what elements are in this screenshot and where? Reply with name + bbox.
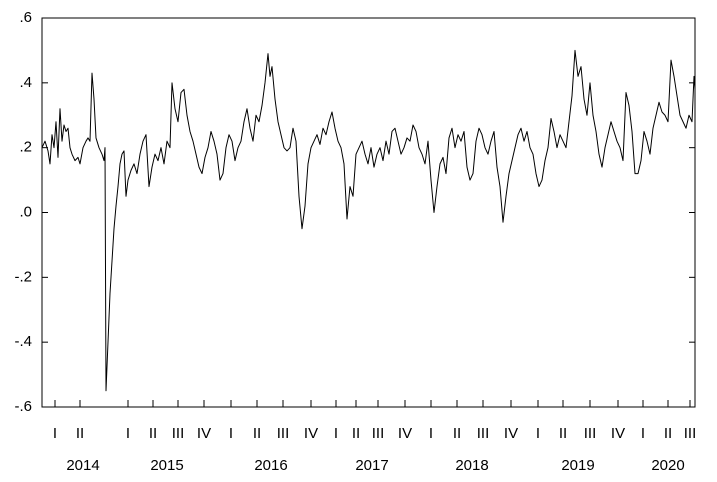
y-tick-label: .0 (19, 203, 32, 220)
x-tick-label: II (253, 425, 261, 442)
year-label: 2015 (150, 457, 183, 474)
x-tick-label: II (559, 425, 567, 442)
y-tick-label: .6 (19, 9, 32, 26)
year-label: 2016 (254, 457, 287, 474)
x-tick-label: I (126, 425, 130, 442)
x-tick-label: II (664, 425, 672, 442)
x-tick-label: III (277, 425, 290, 442)
y-tick-label: -.2 (14, 268, 32, 285)
x-tick-label: IV (504, 425, 518, 442)
x-tick-label: I (229, 425, 233, 442)
x-tick-label: III (584, 425, 597, 442)
year-label: 2019 (561, 457, 594, 474)
y-tick-label: -.4 (14, 333, 32, 350)
x-tick-label: I (536, 425, 540, 442)
y-tick-label: -.6 (14, 398, 32, 415)
x-tick-label: III (477, 425, 490, 442)
x-tick-label: III (684, 425, 697, 442)
year-label: 2014 (66, 457, 99, 474)
x-tick-label: I (334, 425, 338, 442)
x-tick-label: IV (197, 425, 211, 442)
x-tick-label: III (172, 425, 185, 442)
x-tick-label: I (429, 425, 433, 442)
x-tick-label: II (149, 425, 157, 442)
x-tick-label: IV (304, 425, 318, 442)
year-label: 2017 (355, 457, 388, 474)
x-tick-label: I (641, 425, 645, 442)
x-tick-label: II (352, 425, 360, 442)
x-tick-label: IV (398, 425, 412, 442)
data-line (41, 49, 696, 392)
x-tick-label: II (453, 425, 461, 442)
x-tick-label: III (372, 425, 385, 442)
x-tick-label: I (53, 425, 57, 442)
y-tick-label: .4 (19, 74, 32, 91)
y-tick-label: .2 (19, 139, 32, 156)
x-tick-label: II (76, 425, 84, 442)
year-label: 2018 (455, 457, 488, 474)
year-label: 2020 (651, 457, 684, 474)
plot-frame (41, 17, 696, 408)
x-tick-label: IV (611, 425, 625, 442)
